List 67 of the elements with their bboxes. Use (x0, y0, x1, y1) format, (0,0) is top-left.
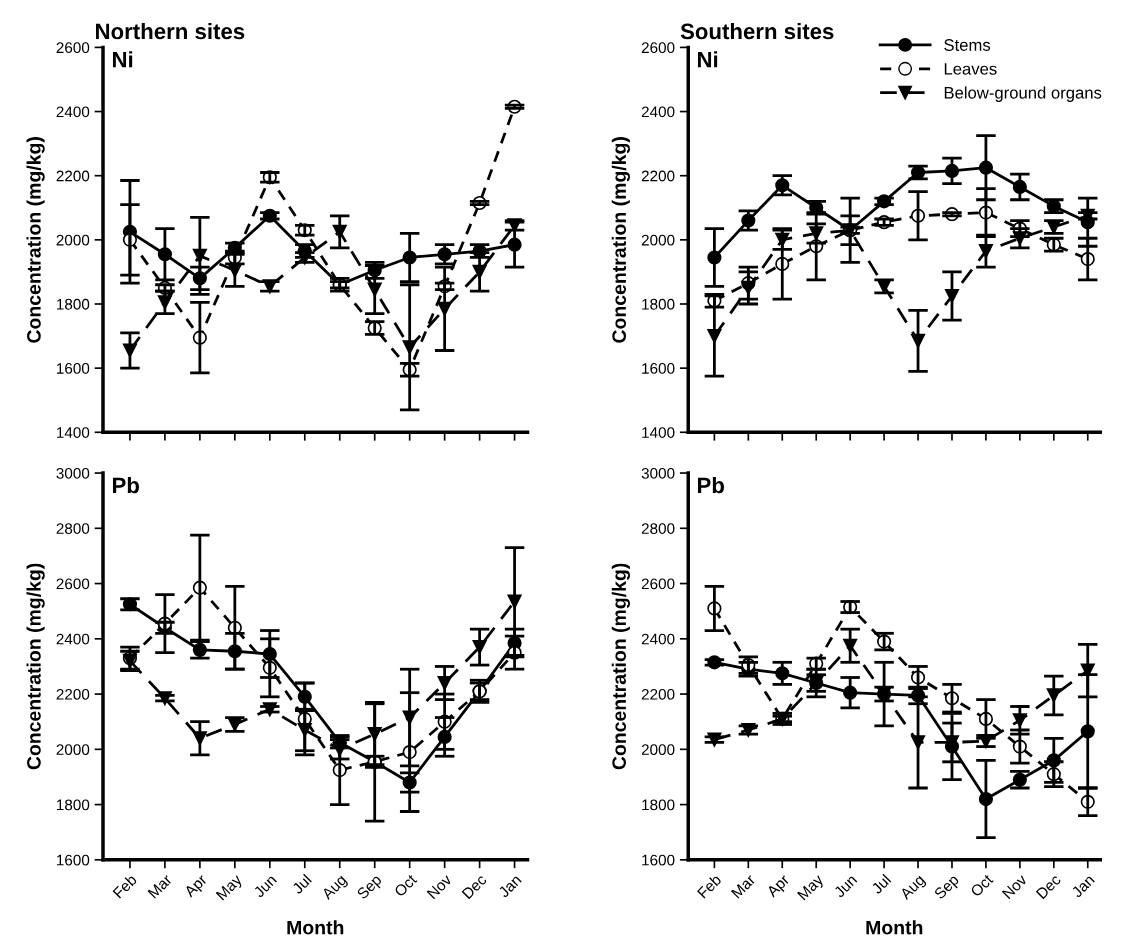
x-tick-label: Jul (291, 873, 312, 895)
y-axis-title: Concentration (mg/kg) (611, 137, 630, 343)
y-tick-label: 2000 (641, 744, 675, 756)
y-tick-label: 1600 (642, 363, 675, 374)
chart-title: Southern sites (680, 22, 834, 40)
y-tick-label: 2400 (641, 633, 675, 645)
y-tick-label: 1400 (57, 427, 90, 438)
x-axis-title: Month (866, 920, 923, 935)
y-axis-title: Concentration (mg/kg) (26, 563, 45, 770)
chart-title: Northern sites (96, 22, 245, 40)
x-tick-label: Oct (393, 873, 418, 898)
x-tick-label: Jun (833, 874, 858, 899)
y-tick-label: 1800 (642, 298, 675, 310)
y-tick-label: 1800 (642, 799, 675, 811)
y-tick-label: 2400 (56, 106, 90, 118)
y-tick-label: 1800 (57, 298, 90, 310)
x-tick-label: Sep (356, 873, 385, 902)
x-tick-label: Dec (1035, 873, 1062, 900)
x-tick-label: Mar (147, 873, 173, 899)
y-tick-label: 1600 (642, 854, 675, 866)
annotation: Pb (697, 476, 724, 494)
x-tick-label: Aug (320, 874, 350, 903)
legend-label: Below-ground organs (944, 86, 1102, 102)
y-tick-label: 3000 (56, 467, 90, 479)
y-tick-label: 2000 (641, 234, 675, 246)
x-tick-label: Feb (112, 873, 138, 899)
y-tick-label: 2200 (641, 688, 675, 700)
y-tick-label: 2200 (56, 170, 90, 182)
y-tick-label: 2800 (56, 523, 90, 534)
x-tick-label: Oct (969, 873, 994, 898)
legend-label: Stems (944, 39, 991, 51)
x-tick-label: Feb (696, 873, 722, 899)
annotation: Pb (112, 476, 139, 494)
x-axis-title: Month (287, 920, 344, 935)
y-tick-label: 1600 (57, 854, 90, 866)
x-tick-label: Jun (252, 874, 278, 899)
x-tick-label: Jul (870, 873, 892, 895)
x-tick-label: Jan (1070, 874, 1095, 899)
annotation: Ni (697, 51, 718, 68)
y-tick-label: 2600 (56, 42, 90, 54)
y-tick-label: 1400 (642, 427, 675, 438)
y-tick-label: 1600 (57, 363, 90, 374)
legend-label: Leaves (944, 63, 997, 75)
x-tick-label: Apr (765, 873, 793, 900)
x-tick-label: Nov (1001, 873, 1028, 900)
y-axis-title: Concentration (mg/kg) (26, 137, 45, 343)
y-axis-title: Concentration (mg/kg) (611, 563, 630, 770)
x-tick-label: Aug (899, 874, 928, 903)
y-tick-label: 2400 (641, 106, 675, 118)
x-tick-label: Jan (497, 874, 522, 899)
y-tick-label: 2200 (641, 170, 675, 182)
y-tick-label: 2000 (56, 234, 90, 246)
x-tick-label: Dec (461, 873, 488, 900)
y-tick-label: 2600 (641, 42, 675, 54)
y-tick-label: 1800 (57, 799, 90, 811)
y-tick-label: 2600 (56, 578, 90, 590)
x-tick-label: Apr (183, 873, 210, 900)
x-tick-label: Nov (426, 873, 453, 900)
y-tick-label: 2200 (56, 688, 90, 700)
y-tick-label: 2000 (56, 744, 90, 756)
y-tick-label: 2400 (56, 633, 90, 645)
y-tick-label: 2600 (641, 578, 675, 590)
y-tick-label: 3000 (641, 467, 675, 479)
x-tick-label: Mar (731, 873, 757, 899)
x-tick-label: Sep (933, 873, 962, 902)
y-tick-label: 2800 (641, 523, 675, 534)
annotation: Ni (112, 51, 133, 68)
